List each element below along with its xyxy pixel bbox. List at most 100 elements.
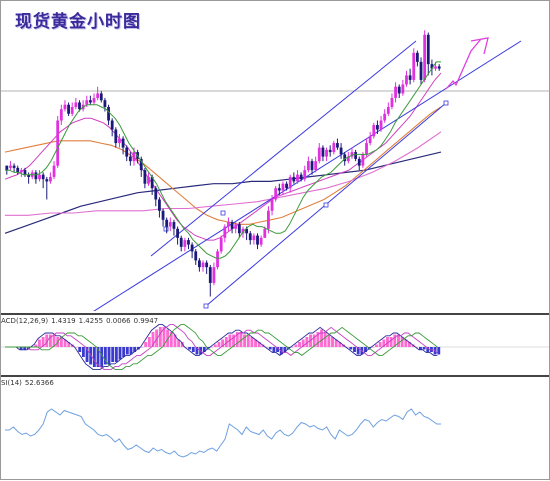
macd-histogram-bar — [338, 342, 342, 347]
macd-histogram-bar — [250, 337, 254, 347]
candle-body — [321, 147, 325, 157]
candle-body — [234, 224, 238, 229]
macd-histogram-bar — [437, 347, 441, 355]
candle-body — [9, 165, 12, 168]
macd-histogram-bar — [63, 339, 67, 347]
rsi-value: 52.6366 — [24, 379, 54, 387]
candle-body — [34, 172, 38, 180]
macd-histogram-bar — [144, 342, 148, 347]
macd-histogram-bar — [210, 347, 214, 348]
macd-histogram-bar — [89, 347, 93, 365]
candle-body — [368, 136, 372, 144]
candle-body — [16, 167, 20, 173]
candle-body — [107, 106, 110, 121]
candle-body — [70, 106, 74, 114]
macd-histogram-bar — [81, 347, 85, 357]
channel-upper-line — [150, 40, 417, 257]
macd-histogram-bar — [235, 332, 239, 347]
macd-histogram-bar — [125, 347, 129, 355]
candle-body — [274, 188, 278, 200]
candle-body — [394, 86, 397, 98]
candle-body — [434, 66, 437, 69]
macd-value-4: 0.9947 — [133, 317, 159, 325]
candle-body — [303, 170, 307, 180]
candle-body — [252, 235, 256, 241]
candle-body — [292, 176, 296, 182]
candle-body — [74, 102, 78, 107]
macd-histogram-bar — [41, 337, 45, 347]
macd-histogram-bar — [422, 347, 426, 350]
macd-histogram-bar — [232, 334, 236, 347]
macd-histogram-bar — [184, 347, 188, 348]
macd-histogram-bar — [85, 347, 89, 362]
macd-histogram-bar — [320, 329, 323, 347]
candle-body — [41, 174, 45, 180]
candle-body — [259, 237, 263, 245]
macd-histogram-bar — [257, 342, 261, 347]
candle-body — [12, 165, 16, 168]
macd-histogram-bar — [301, 339, 305, 347]
macd-histogram-bar — [364, 347, 367, 352]
candle-body — [343, 154, 347, 162]
macd-histogram-bar — [290, 347, 294, 348]
macd-histogram-bar — [114, 347, 118, 362]
candle-body — [201, 262, 205, 268]
macd-histogram-bar — [188, 347, 192, 350]
macd-avg-line — [5, 324, 438, 370]
candle-body — [328, 149, 332, 153]
candle-body — [401, 84, 405, 94]
macd-histogram-bar — [305, 337, 309, 347]
ma-magenta-line — [4, 72, 442, 241]
candle-body — [357, 158, 361, 166]
ma-green-line — [5, 61, 441, 259]
candle-body — [197, 260, 201, 268]
candle-body — [118, 138, 121, 144]
rsi-name: SI(14) — [1, 379, 22, 387]
macd-histogram-bar — [254, 339, 258, 347]
macd-histogram-bar — [312, 334, 316, 347]
candle-body — [161, 210, 165, 220]
candle-body — [415, 52, 419, 62]
macd-histogram-bar — [100, 347, 104, 367]
candle-body — [230, 222, 234, 229]
macd-histogram-bar — [133, 347, 137, 352]
ma-navy-line — [4, 151, 442, 234]
macd-histogram-bar — [389, 337, 393, 347]
macd-chart — [1, 324, 549, 370]
candle-body — [165, 219, 169, 227]
candle-body — [49, 176, 52, 182]
macd-histogram-bar — [45, 334, 49, 347]
candle-body — [336, 143, 339, 148]
candle-body — [78, 102, 81, 110]
candle-body — [227, 222, 230, 227]
macd-histogram-bar — [382, 339, 386, 347]
macd-histogram-bar — [224, 337, 228, 347]
macd-histogram-bar — [180, 342, 184, 347]
candle-body — [5, 165, 9, 171]
macd-histogram-bar — [375, 344, 378, 347]
candle-body — [19, 170, 23, 173]
ma-orange-line — [4, 106, 442, 225]
macd-histogram-bar — [129, 347, 133, 355]
candle-body — [281, 183, 285, 191]
candle-body — [176, 228, 179, 238]
channel-anchor-point — [203, 303, 209, 309]
candle-body — [223, 226, 227, 238]
candle-body — [372, 125, 376, 137]
candle-body — [208, 267, 212, 283]
macd-histogram-bar — [334, 339, 338, 347]
macd-histogram-bar — [393, 334, 397, 347]
macd-label: ACD(12,26,9) 1.4319 1.4255 0.0066 0.9947 — [1, 317, 161, 325]
macd-histogram-bar — [67, 342, 71, 347]
candle-body — [99, 93, 103, 101]
macd-histogram-bar — [34, 344, 38, 347]
candle-body — [154, 188, 158, 200]
macd-histogram-bar — [19, 347, 23, 350]
macd-histogram-bar — [426, 347, 430, 352]
candle-body — [172, 222, 176, 229]
channel-anchor-point — [323, 202, 329, 208]
macd-histogram-bar — [404, 339, 408, 347]
candle-body — [408, 75, 412, 80]
candle-body — [390, 97, 394, 107]
candle-body — [85, 100, 89, 105]
